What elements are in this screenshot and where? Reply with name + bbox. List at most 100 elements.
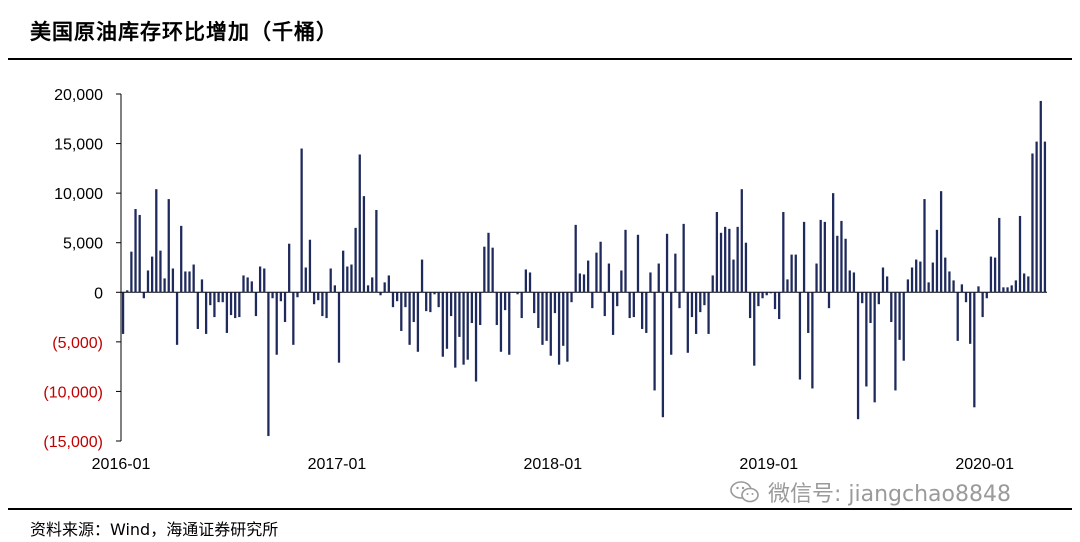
bar [599,241,602,293]
bar [657,263,660,293]
bar [458,292,461,337]
bar [354,227,357,293]
bar [989,256,993,293]
bar [674,253,677,293]
bar [562,292,565,346]
bar [379,292,382,296]
bar [923,199,926,293]
bar [308,239,312,293]
bar [852,272,856,293]
bar [960,284,964,293]
bar [317,292,320,301]
bar [217,292,220,303]
bar [213,292,216,318]
bar [508,292,511,355]
bar [454,292,457,368]
bar [653,292,656,391]
bar [694,292,698,334]
bar [391,292,395,308]
bar [121,292,125,334]
title-rule [8,58,1072,60]
bar [155,189,158,293]
bar [740,189,743,293]
bar [778,292,781,320]
y-tick-label: 0 [94,285,103,302]
bar [396,292,399,302]
wechat-icon [730,481,759,503]
bar [533,292,536,314]
x-tick-label: 2018-01 [523,456,582,473]
bar [209,292,212,306]
bar [416,292,420,352]
bar [703,292,706,306]
bar [782,211,785,293]
bar [466,292,469,360]
bar [200,279,204,293]
bar [229,292,233,316]
bar [578,273,581,293]
bar [483,246,486,293]
bar [404,292,407,308]
bar [167,199,170,293]
bar [724,226,727,293]
bar [503,292,507,311]
bar [815,263,818,293]
bar [387,275,390,293]
x-tick-label: 2016-01 [92,456,151,473]
bar [292,292,295,345]
bar [645,292,648,333]
bar [283,292,287,323]
bar [906,279,910,293]
source-note: 资料来源：Wind，海通证券研究所 [30,520,279,539]
bar [819,219,822,293]
bar [587,260,590,293]
bar [1014,280,1017,293]
bar [748,292,752,319]
bar [827,292,831,309]
bar [470,292,474,324]
bar [524,269,527,293]
bar [981,292,984,318]
bar [840,220,843,293]
bar [474,292,478,382]
y-tick-label: (5,000) [52,335,103,352]
bar [570,292,573,303]
bar [342,250,345,293]
bar [628,292,631,319]
bar [811,292,814,389]
bar [591,292,594,309]
bar [952,280,955,293]
bar [1010,285,1013,293]
bar [130,251,133,293]
bar [902,292,905,361]
bar [993,257,997,293]
bar [566,292,569,362]
bar [445,292,449,349]
bar [366,285,370,293]
bar [462,292,465,365]
bar [711,275,714,293]
bar [188,271,191,293]
bar [670,292,673,355]
bar [944,257,947,293]
bar [732,259,735,293]
bar [449,292,453,317]
bar [802,221,806,293]
bar [765,292,768,296]
y-tick-label: 5,000 [63,236,103,253]
bars [121,100,1047,437]
bar [665,233,669,293]
bar [661,292,665,418]
bar [998,217,1001,293]
bar [196,292,199,329]
bar [126,290,129,293]
bar [549,292,552,356]
bar [375,210,378,293]
bar [595,252,598,293]
bar [263,268,266,293]
bar [246,277,249,293]
bar [242,275,245,293]
bar [258,266,262,293]
bar [786,279,789,293]
bar [790,254,793,293]
